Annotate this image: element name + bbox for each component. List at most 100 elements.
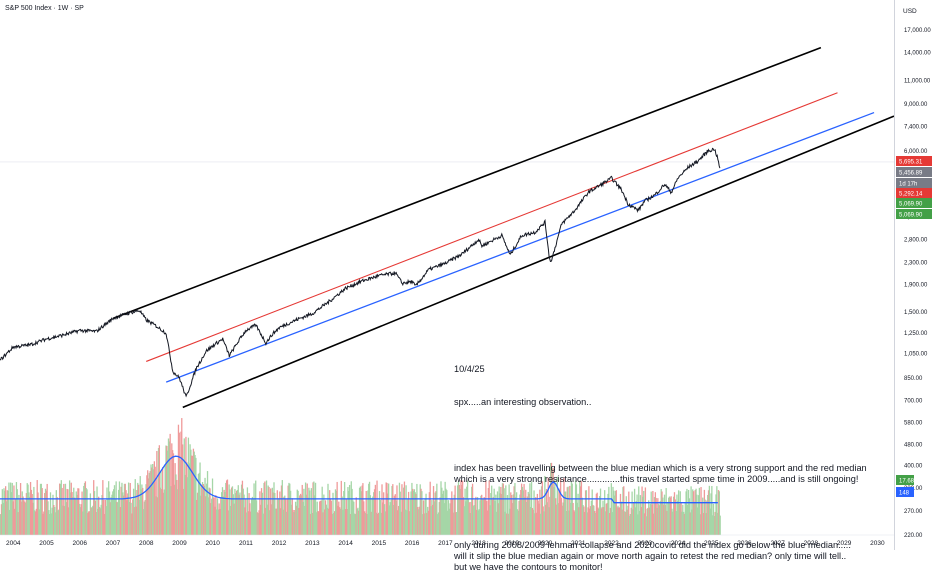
- volume-bar: [686, 488, 688, 535]
- volume-bar: [215, 495, 217, 535]
- lower-channel-line[interactable]: [182, 115, 895, 409]
- time-tick-label: 2027: [770, 540, 785, 547]
- volume-bar: [323, 494, 325, 535]
- time-tick-label: 2006: [73, 540, 88, 547]
- volume-bar: [339, 508, 342, 535]
- volume-bar: [261, 492, 264, 535]
- volume-bar: [113, 485, 116, 535]
- volume-bar: [609, 512, 611, 535]
- volume-bar: [181, 444, 184, 535]
- volume-bar: [462, 497, 465, 535]
- volume-bar: [642, 496, 644, 535]
- volume-bar: [121, 482, 123, 535]
- volume-bar: [520, 489, 522, 535]
- volume-bar: [582, 504, 584, 535]
- volume-bar: [58, 483, 61, 535]
- volume-bar: [712, 515, 714, 535]
- upper-channel-line[interactable]: [112, 46, 822, 320]
- chart-area[interactable]: 2004 2005 2006 2007 2008 2009 2010 2011 2012 2013…: [0, 0, 932, 550]
- volume-bar: [279, 491, 281, 535]
- volume-bar: [719, 515, 721, 535]
- volume-bar: [62, 505, 64, 535]
- volume-bar: [179, 460, 181, 535]
- volume-bar: [374, 484, 377, 535]
- volume-bar: [380, 512, 382, 535]
- volume-bar: [359, 486, 362, 535]
- price-badge-label: 5,069.90: [899, 202, 923, 208]
- volume-bar: [90, 507, 92, 535]
- price-tick-label: 1,500.00: [904, 310, 928, 316]
- volume-bar: [324, 509, 326, 535]
- volume-bar: [624, 512, 627, 535]
- volume-bar: [50, 513, 52, 535]
- volume-bar: [48, 510, 50, 535]
- volume-bar: [144, 499, 146, 535]
- volume-bar: [286, 499, 288, 535]
- volume-bar: [3, 488, 5, 535]
- volume-bar: [211, 498, 213, 535]
- price-axis[interactable]: USD 17,000.00 14,000.00 11,000.00 9,000.00 7…: [894, 0, 932, 550]
- volume-bar: [548, 507, 550, 535]
- volume-bar: [679, 491, 681, 535]
- volume-bar: [153, 461, 156, 535]
- volume-bar: [505, 485, 507, 535]
- volume-bar: [608, 486, 610, 535]
- volume-bar: [201, 482, 204, 535]
- price-badge: [896, 178, 932, 188]
- volume-bar: [712, 503, 715, 535]
- volume-bar: [229, 489, 231, 535]
- volume-bar: [422, 500, 425, 535]
- volume-bar: [466, 486, 468, 535]
- volume-bar: [119, 507, 121, 535]
- volume-bar: [616, 507, 618, 535]
- volume-bar: [718, 491, 720, 535]
- volume-bar: [610, 483, 612, 535]
- volume-bar: [195, 457, 197, 535]
- volume-bar: [368, 481, 371, 535]
- volume-bar: [660, 489, 662, 535]
- volume-bar: [682, 504, 684, 535]
- volume-bar: [646, 508, 648, 535]
- volume-bar: [30, 489, 33, 535]
- volume-bar: [394, 494, 396, 535]
- volume-bar: [403, 481, 406, 535]
- volume-bar: [366, 513, 368, 535]
- volume-bar: [440, 481, 442, 535]
- volume-bar: [594, 512, 597, 535]
- volume-bar: [574, 511, 576, 535]
- volume-bar: [606, 502, 608, 535]
- volume-bar: [167, 438, 170, 535]
- price-chart[interactable]: 2004 2005 2006 2007 2008 2009 2010 2011 2012 2013…: [0, 0, 932, 550]
- time-tick-label: 2014: [338, 540, 353, 547]
- volume-bar: [208, 487, 210, 535]
- volume-bar: [593, 505, 595, 535]
- volume-bar: [332, 492, 334, 535]
- volume-bar: [378, 491, 381, 535]
- volume-bar: [67, 489, 69, 535]
- volume-bar: [161, 489, 163, 535]
- volume-bar: [192, 448, 195, 535]
- volume-bar: [605, 503, 607, 535]
- time-tick-label: 2023: [638, 540, 653, 547]
- volume-bar: [52, 494, 54, 535]
- volume-bar: [412, 490, 415, 535]
- time-tick-label: 2022: [604, 540, 619, 547]
- volume-bar: [447, 500, 450, 535]
- volume-bar: [551, 467, 553, 535]
- volume-bar: [15, 482, 18, 535]
- red-median-line[interactable]: [146, 92, 838, 362]
- blue-median-line[interactable]: [165, 111, 875, 383]
- volume-bar: [672, 496, 675, 535]
- annotation-line1: spx.....an interesting observation..: [454, 397, 592, 407]
- volume-bar: [563, 477, 565, 535]
- volume-bar: [190, 449, 192, 535]
- volume-bar: [427, 510, 430, 535]
- volume-bar: [17, 512, 19, 535]
- volume-bar: [338, 501, 340, 535]
- volume-bar: [417, 507, 419, 535]
- volume-bar: [450, 498, 452, 535]
- volume-bar: [244, 507, 246, 535]
- volume-bar: [2, 502, 4, 535]
- volume-bar: [168, 441, 170, 535]
- volume-bar: [663, 494, 666, 535]
